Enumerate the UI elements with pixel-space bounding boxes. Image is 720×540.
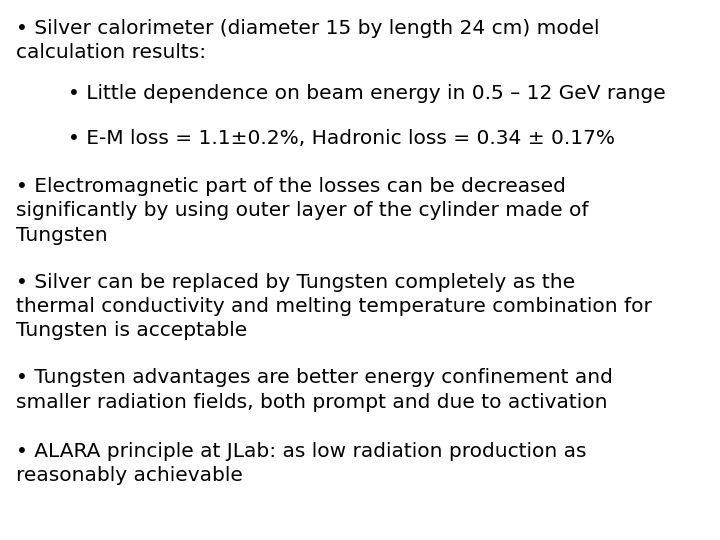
Text: • E-M loss = 1.1±0.2%, Hadronic loss = 0.34 ± 0.17%: • E-M loss = 1.1±0.2%, Hadronic loss = 0… bbox=[68, 129, 616, 147]
Text: • Tungsten advantages are better energy confinement and
smaller radiation fields: • Tungsten advantages are better energy … bbox=[16, 368, 613, 411]
Text: • Silver can be replaced by Tungsten completely as the
thermal conductivity and : • Silver can be replaced by Tungsten com… bbox=[16, 273, 652, 340]
Text: • Silver calorimeter (diameter 15 by length 24 cm) model
calculation results:: • Silver calorimeter (diameter 15 by len… bbox=[16, 19, 599, 62]
Text: • Electromagnetic part of the losses can be decreased
significantly by using out: • Electromagnetic part of the losses can… bbox=[16, 177, 588, 245]
Text: • Little dependence on beam energy in 0.5 – 12 GeV range: • Little dependence on beam energy in 0.… bbox=[68, 84, 666, 103]
Text: • ALARA principle at JLab: as low radiation production as
reasonably achievable: • ALARA principle at JLab: as low radiat… bbox=[16, 442, 586, 485]
